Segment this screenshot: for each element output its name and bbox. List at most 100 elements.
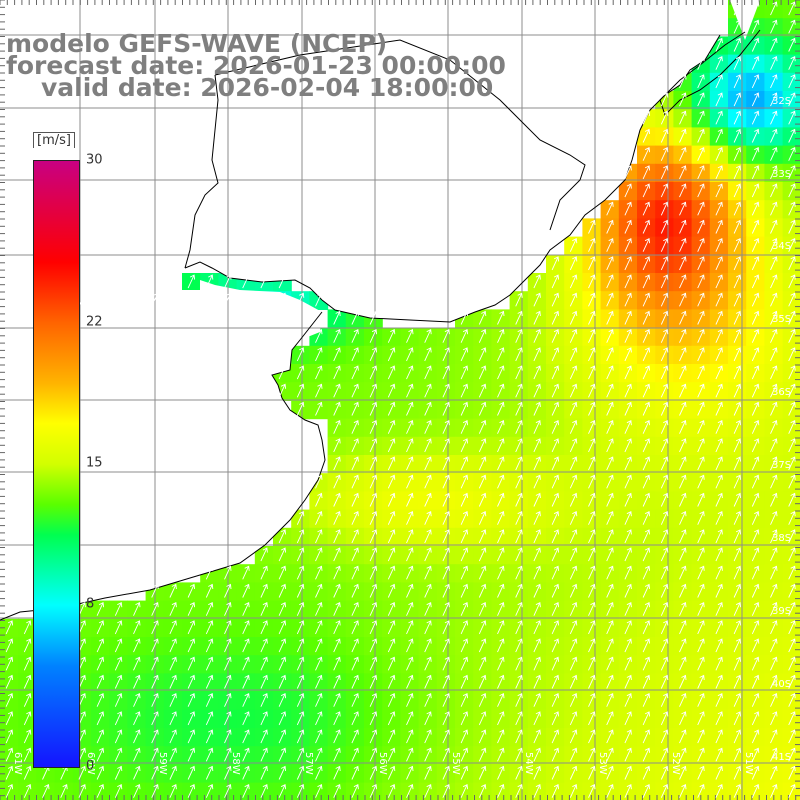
wind-cell (637, 546, 656, 565)
wind-arrow (333, 638, 341, 653)
wind-arrow (697, 511, 705, 525)
wind-cell (709, 527, 729, 547)
wind-arrow (660, 674, 669, 689)
wind-arrow (770, 383, 778, 398)
wind-arrow (697, 674, 705, 689)
wind-cell (400, 418, 420, 438)
wind-cell (564, 691, 583, 711)
wind-cell (564, 364, 583, 383)
wind-cell (509, 655, 529, 674)
wind-arrow (624, 420, 632, 434)
wind-cell (327, 764, 347, 784)
wind-arrow (770, 256, 778, 271)
wind-arrow (606, 292, 614, 307)
wind-arrow (660, 438, 669, 453)
wind-cell (691, 163, 711, 183)
wind-cell (236, 691, 256, 711)
wind-arrow (715, 110, 723, 125)
wind-arrow (697, 74, 705, 89)
wind-arrow (533, 620, 541, 635)
wind-cell (254, 582, 274, 602)
wind-arrow (460, 784, 469, 798)
wind-arrow (351, 583, 359, 598)
wind-arrow (315, 511, 323, 525)
wind-arrow (351, 674, 359, 689)
wind-arrow (588, 747, 596, 762)
wind-cell (382, 400, 401, 420)
wind-cell (473, 600, 492, 620)
wind-cell (691, 564, 711, 583)
wind-arrow (387, 474, 396, 489)
wind-cell (618, 254, 638, 274)
wind-arrow (515, 438, 523, 453)
wind-arrow (442, 456, 450, 471)
wind-cell (655, 564, 674, 583)
wind-cell (764, 709, 784, 729)
wind-arrow (333, 547, 341, 562)
wind-cell (673, 509, 693, 529)
wind-cell (728, 36, 747, 56)
wind-arrow (715, 201, 723, 216)
longitude-label: 61W (12, 752, 23, 775)
wind-arrow (697, 765, 705, 780)
wind-cell (673, 200, 693, 219)
wind-arrow (642, 438, 651, 453)
wind-arrow (660, 693, 669, 707)
wind-arrow (751, 529, 760, 544)
wind-arrow (551, 274, 560, 289)
wind-cell (509, 600, 529, 620)
wind-arrow (497, 674, 505, 689)
wind-cell (655, 436, 674, 456)
wind-arrow (333, 729, 341, 744)
wind-arrow (624, 711, 632, 726)
wind-cell (18, 618, 37, 638)
wind-arrow (624, 729, 632, 744)
wind-arrow (733, 547, 742, 562)
wind-arrow (278, 747, 287, 762)
wind-cell (436, 728, 456, 747)
wind-cell (473, 728, 492, 747)
wind-arrow (588, 474, 596, 489)
wind-cell (618, 509, 638, 529)
wind-cell (309, 618, 329, 638)
wind-arrow (406, 401, 414, 416)
wind-cell (655, 728, 674, 747)
wind-arrow (588, 602, 596, 616)
wind-cell (418, 655, 438, 674)
wind-arrow (333, 602, 341, 616)
wind-cell (764, 91, 784, 110)
wind-arrow (387, 765, 396, 780)
wind-cell (746, 400, 765, 420)
wind-cell (382, 691, 401, 711)
wind-cell (109, 691, 128, 711)
wind-cell (18, 764, 37, 784)
wind-cell (473, 673, 492, 693)
wind-cell (564, 709, 583, 729)
wind-cell (728, 345, 747, 365)
wind-cell (546, 564, 565, 583)
wind-arrow (751, 729, 760, 744)
wind-arrow (569, 274, 578, 289)
wind-arrow (642, 547, 651, 562)
wind-cell (746, 182, 765, 201)
wind-arrow (315, 693, 323, 707)
wind-arrow (551, 602, 560, 616)
wind-cell (509, 327, 529, 347)
wind-arrow (187, 729, 196, 744)
wind-cell (127, 673, 147, 693)
wind-cell (327, 691, 347, 711)
wind-arrow (533, 492, 541, 507)
wind-arrow (442, 747, 450, 762)
wind-arrow (424, 529, 432, 544)
wind-cell (254, 673, 274, 693)
wind-cell (691, 382, 711, 401)
wind-cell (673, 728, 693, 747)
wind-arrow (387, 620, 396, 635)
wind-cell (728, 673, 747, 693)
wind-arrow (569, 310, 578, 325)
coastline-argentina (0, 311, 326, 621)
wind-arrow (387, 492, 396, 507)
wind-arrow (333, 711, 341, 726)
wind-cell (655, 291, 674, 310)
wind-arrow (369, 438, 378, 453)
